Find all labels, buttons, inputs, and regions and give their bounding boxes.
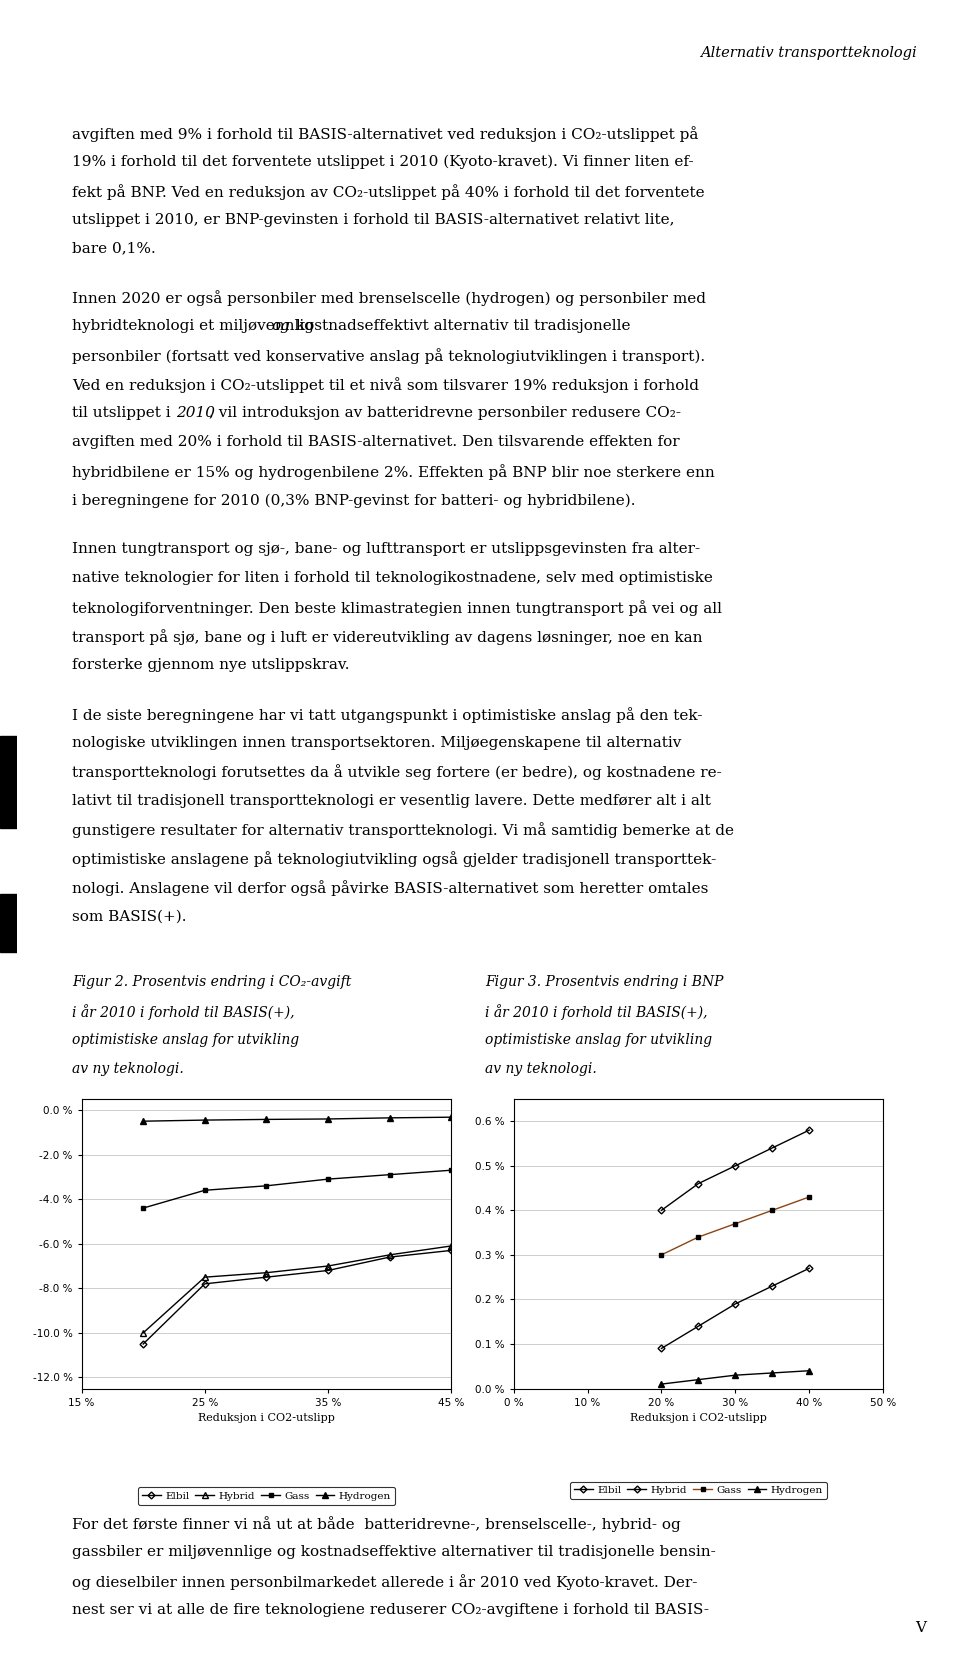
Text: bare 0,1%.: bare 0,1%. bbox=[72, 242, 156, 255]
Text: i år 2010 i forhold til BASIS(+),: i år 2010 i forhold til BASIS(+), bbox=[72, 1003, 295, 1019]
Text: Innen 2020 er også personbiler med brenselscelle (hydrogen) og personbiler med: Innen 2020 er også personbiler med brens… bbox=[72, 290, 706, 306]
Text: avgiften med 20% i forhold til BASIS-alternativet. Den tilsvarende effekten for: avgiften med 20% i forhold til BASIS-alt… bbox=[72, 435, 680, 449]
X-axis label: Reduksjon i CO2-utslipp: Reduksjon i CO2-utslipp bbox=[630, 1413, 767, 1423]
Text: 2010: 2010 bbox=[176, 405, 215, 420]
Text: optimistiske anslagene på teknologiutvikling også gjelder tradisjonell transport: optimistiske anslagene på teknologiutvik… bbox=[72, 851, 716, 867]
Text: I de siste beregningene har vi tatt utgangspunkt i optimistiske anslag på den te: I de siste beregningene har vi tatt utga… bbox=[72, 707, 703, 723]
Bar bbox=[0, 894, 17, 952]
Text: Alternativ transportteknologi: Alternativ transportteknologi bbox=[700, 46, 917, 60]
Text: Innen tungtransport og sjø-, bane- og lufttransport er utslippsgevinsten fra alt: Innen tungtransport og sjø-, bane- og lu… bbox=[72, 541, 700, 556]
Text: forsterke gjennom nye utslippskrav.: forsterke gjennom nye utslippskrav. bbox=[72, 657, 349, 672]
Text: hybridteknologi et miljøvennlig: hybridteknologi et miljøvennlig bbox=[72, 319, 319, 333]
Text: i beregningene for 2010 (0,3% BNP-gevinst for batteri- og hybridbilene).: i beregningene for 2010 (0,3% BNP-gevins… bbox=[72, 493, 636, 508]
Text: For det første finner vi nå ut at både  batteridrevne-, brenselscelle-, hybrid- : For det første finner vi nå ut at både b… bbox=[72, 1516, 681, 1533]
Text: V: V bbox=[916, 1622, 926, 1635]
Text: og: og bbox=[272, 319, 291, 333]
Text: Figur 2. Prosentvis endring i CO₂-avgift: Figur 2. Prosentvis endring i CO₂-avgift bbox=[72, 975, 351, 988]
Text: fekt på BNP. Ved en reduksjon av CO₂-utslippet på 40% i forhold til det forvente: fekt på BNP. Ved en reduksjon av CO₂-uts… bbox=[72, 184, 705, 200]
Text: av ny teknologi.: av ny teknologi. bbox=[72, 1061, 183, 1076]
Text: , vil introduksjon av batteridrevne personbiler redusere CO₂-: , vil introduksjon av batteridrevne pers… bbox=[209, 405, 682, 420]
Legend: Elbil, Hybrid, Gass, Hydrogen: Elbil, Hybrid, Gass, Hydrogen bbox=[138, 1488, 395, 1504]
Text: optimistiske anslag for utvikling: optimistiske anslag for utvikling bbox=[485, 1033, 712, 1046]
Text: nologiske utviklingen innen transportsektoren. Miljøegenskapene til alternativ: nologiske utviklingen innen transportsek… bbox=[72, 735, 682, 750]
Text: 19% i forhold til det forventete utslippet i 2010 (Kyoto-kravet). Vi finner lite: 19% i forhold til det forventete utslipp… bbox=[72, 156, 694, 169]
Text: optimistiske anslag for utvikling: optimistiske anslag for utvikling bbox=[72, 1033, 300, 1046]
Text: nologi. Anslagene vil derfor også påvirke BASIS-alternativet som heretter omtale: nologi. Anslagene vil derfor også påvirk… bbox=[72, 880, 708, 897]
Text: personbiler (fortsatt ved konservative anslag på teknologiutviklingen i transpor: personbiler (fortsatt ved konservative a… bbox=[72, 348, 706, 364]
Text: Figur 3. Prosentvis endring i BNP: Figur 3. Prosentvis endring i BNP bbox=[485, 975, 723, 988]
Text: avgiften med 9% i forhold til BASIS-alternativet ved reduksjon i CO₂-utslippet p: avgiften med 9% i forhold til BASIS-alte… bbox=[72, 126, 698, 142]
Text: teknologiforventninger. Den beste klimastrategien innen tungtransport på vei og : teknologiforventninger. Den beste klimas… bbox=[72, 599, 722, 616]
Text: utslippet i 2010, er BNP-gevinsten i forhold til BASIS-alternativet relativt lit: utslippet i 2010, er BNP-gevinsten i for… bbox=[72, 213, 675, 227]
Bar bbox=[0, 736, 17, 828]
Text: i år 2010 i forhold til BASIS(+),: i år 2010 i forhold til BASIS(+), bbox=[485, 1003, 708, 1019]
Text: gunstigere resultater for alternativ transportteknologi. Vi må samtidig bemerke : gunstigere resultater for alternativ tra… bbox=[72, 823, 734, 839]
Text: hybridbilene er 15% og hydrogenbilene 2%. Effekten på BNP blir noe sterkere enn: hybridbilene er 15% og hydrogenbilene 2%… bbox=[72, 463, 715, 480]
Text: native teknologier for liten i forhold til teknologikostnadene, selv med optimis: native teknologier for liten i forhold t… bbox=[72, 571, 713, 584]
Text: Ved en reduksjon i CO₂-utslippet til et nivå som tilsvarer 19% reduksjon i forho: Ved en reduksjon i CO₂-utslippet til et … bbox=[72, 377, 699, 394]
Text: transport på sjø, bane og i luft er videreutvikling av dagens løsninger, noe en : transport på sjø, bane og i luft er vide… bbox=[72, 629, 703, 645]
Text: transportteknologi forutsettes da å utvikle seg fortere (er bedre), og kostnaden: transportteknologi forutsettes da å utvi… bbox=[72, 765, 722, 781]
Text: til utslippet i: til utslippet i bbox=[72, 405, 176, 420]
Legend: Elbil, Hybrid, Gass, Hydrogen: Elbil, Hybrid, Gass, Hydrogen bbox=[570, 1481, 827, 1499]
Text: kostnadseffektivt alternativ til tradisjonelle: kostnadseffektivt alternativ til tradisj… bbox=[291, 319, 631, 333]
Text: lativt til tradisjonell transportteknologi er vesentlig lavere. Dette medfører a: lativt til tradisjonell transportteknolo… bbox=[72, 793, 710, 808]
Text: nest ser vi at alle de fire teknologiene reduserer CO₂-avgiftene i forhold til B: nest ser vi at alle de fire teknologiene… bbox=[72, 1602, 709, 1617]
X-axis label: Reduksjon i CO2-utslipp: Reduksjon i CO2-utslipp bbox=[198, 1413, 335, 1423]
Text: av ny teknologi.: av ny teknologi. bbox=[485, 1061, 596, 1076]
Text: som BASIS(+).: som BASIS(+). bbox=[72, 909, 186, 923]
Text: og dieselbiler innen personbilmarkedet allerede i år 2010 ved Kyoto-kravet. Der-: og dieselbiler innen personbilmarkedet a… bbox=[72, 1574, 697, 1590]
Text: gassbiler er miljøvennlige og kostnadseffektive alternativer til tradisjonelle b: gassbiler er miljøvennlige og kostnadsef… bbox=[72, 1544, 716, 1559]
